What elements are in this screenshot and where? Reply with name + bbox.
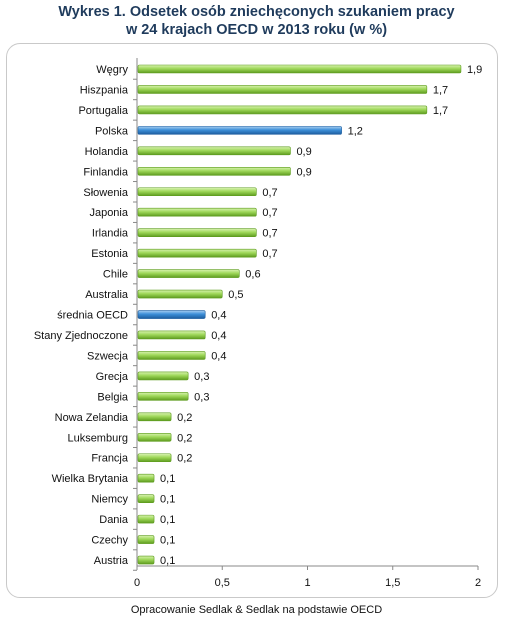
x-tick-label: 1,5 — [385, 577, 400, 589]
bar — [137, 207, 257, 217]
bar — [137, 412, 172, 422]
category-label: Niemcy — [91, 494, 128, 506]
category-label: Japonia — [89, 207, 128, 219]
bar — [137, 248, 257, 258]
value-label: 0,5 — [228, 289, 243, 301]
x-tick-label: 1 — [304, 577, 310, 589]
value-label: 0,4 — [211, 330, 226, 342]
value-label: 0,1 — [160, 473, 175, 485]
bar — [137, 392, 189, 401]
category-label: Chile — [103, 269, 128, 281]
bar — [137, 330, 206, 340]
x-tick-label: 2 — [475, 577, 481, 589]
category-label: Holandia — [85, 146, 129, 158]
category-label: Austria — [94, 555, 129, 567]
bar — [137, 371, 189, 381]
bar — [137, 514, 155, 524]
bar — [137, 473, 155, 483]
value-label: 0,3 — [194, 391, 209, 403]
value-label: 0,4 — [211, 350, 226, 362]
category-label: średnia OECD — [57, 310, 128, 322]
category-label: Węgry — [96, 64, 128, 76]
value-label: 0,2 — [177, 453, 192, 465]
value-label: 0,9 — [296, 166, 311, 178]
value-label: 0,1 — [160, 514, 175, 526]
category-label: Belgia — [97, 391, 128, 403]
category-label: Stany Zjednoczone — [34, 330, 128, 342]
bar — [137, 432, 172, 442]
bar-chart: 0 0,5 1 1,5 2 Węgry 1,9 Hiszpania 1,7 Portugalia… — [34, 58, 482, 589]
bar — [137, 555, 155, 565]
bar — [137, 269, 240, 278]
value-label: 0,2 — [177, 412, 192, 424]
value-label: 0,7 — [262, 228, 277, 240]
x-tick-label: 0 — [134, 577, 140, 589]
category-label: Portugalia — [78, 105, 128, 117]
bar — [137, 64, 462, 74]
bar — [137, 535, 155, 544]
bar — [137, 85, 428, 94]
value-label: 0,7 — [262, 187, 277, 199]
bar — [137, 289, 223, 299]
value-label: 0,1 — [160, 494, 175, 506]
bar — [137, 187, 257, 197]
chart-title-line-2: w 24 krajach OECD w 2013 roku (w %) — [125, 22, 388, 38]
category-label: Nowa Zelandia — [55, 412, 129, 424]
value-label: 1,2 — [348, 125, 363, 137]
bar — [137, 351, 206, 360]
value-label: 1,9 — [467, 64, 482, 76]
value-label: 0,9 — [296, 146, 311, 158]
bar-highlighted — [137, 126, 342, 135]
value-label: 1,7 — [433, 84, 448, 96]
value-label: 0,7 — [262, 207, 277, 219]
bar — [137, 105, 428, 115]
category-label: Irlandia — [92, 228, 129, 240]
value-label: 0,7 — [262, 248, 277, 260]
value-label: 1,7 — [433, 105, 448, 117]
bar — [137, 494, 155, 503]
value-label: 0,2 — [177, 432, 192, 444]
category-label: Szwecja — [87, 350, 129, 362]
category-label: Australia — [85, 289, 129, 301]
value-label: 0,3 — [194, 371, 209, 383]
category-label: Grecja — [96, 371, 129, 383]
category-label: Hiszpania — [80, 84, 129, 96]
category-label: Francja — [91, 453, 129, 465]
chart-frame — [6, 43, 498, 598]
category-label: Finlandia — [83, 166, 129, 178]
category-label: Dania — [99, 514, 129, 526]
value-label: 0,1 — [160, 535, 175, 547]
category-label: Polska — [95, 125, 129, 137]
category-label: Wielka Brytania — [52, 473, 129, 485]
source-note: Opracowanie Sedlak & Sedlak na podstawie… — [130, 604, 383, 616]
bar — [137, 228, 257, 237]
bar — [137, 453, 172, 463]
category-label: Słowenia — [83, 187, 129, 199]
x-tick-label: 0,5 — [215, 577, 230, 589]
bar — [137, 146, 291, 156]
value-label: 0,4 — [211, 310, 226, 322]
bar-highlighted — [137, 310, 206, 319]
bar — [137, 167, 291, 176]
value-label: 0,1 — [160, 555, 175, 567]
category-label: Czechy — [91, 535, 128, 547]
category-label: Estonia — [91, 248, 129, 260]
chart-title-line-1: Wykres 1. Odsetek osób zniechęconych szu… — [58, 4, 455, 20]
value-label: 0,6 — [245, 269, 260, 281]
category-label: Luksemburg — [67, 432, 128, 444]
